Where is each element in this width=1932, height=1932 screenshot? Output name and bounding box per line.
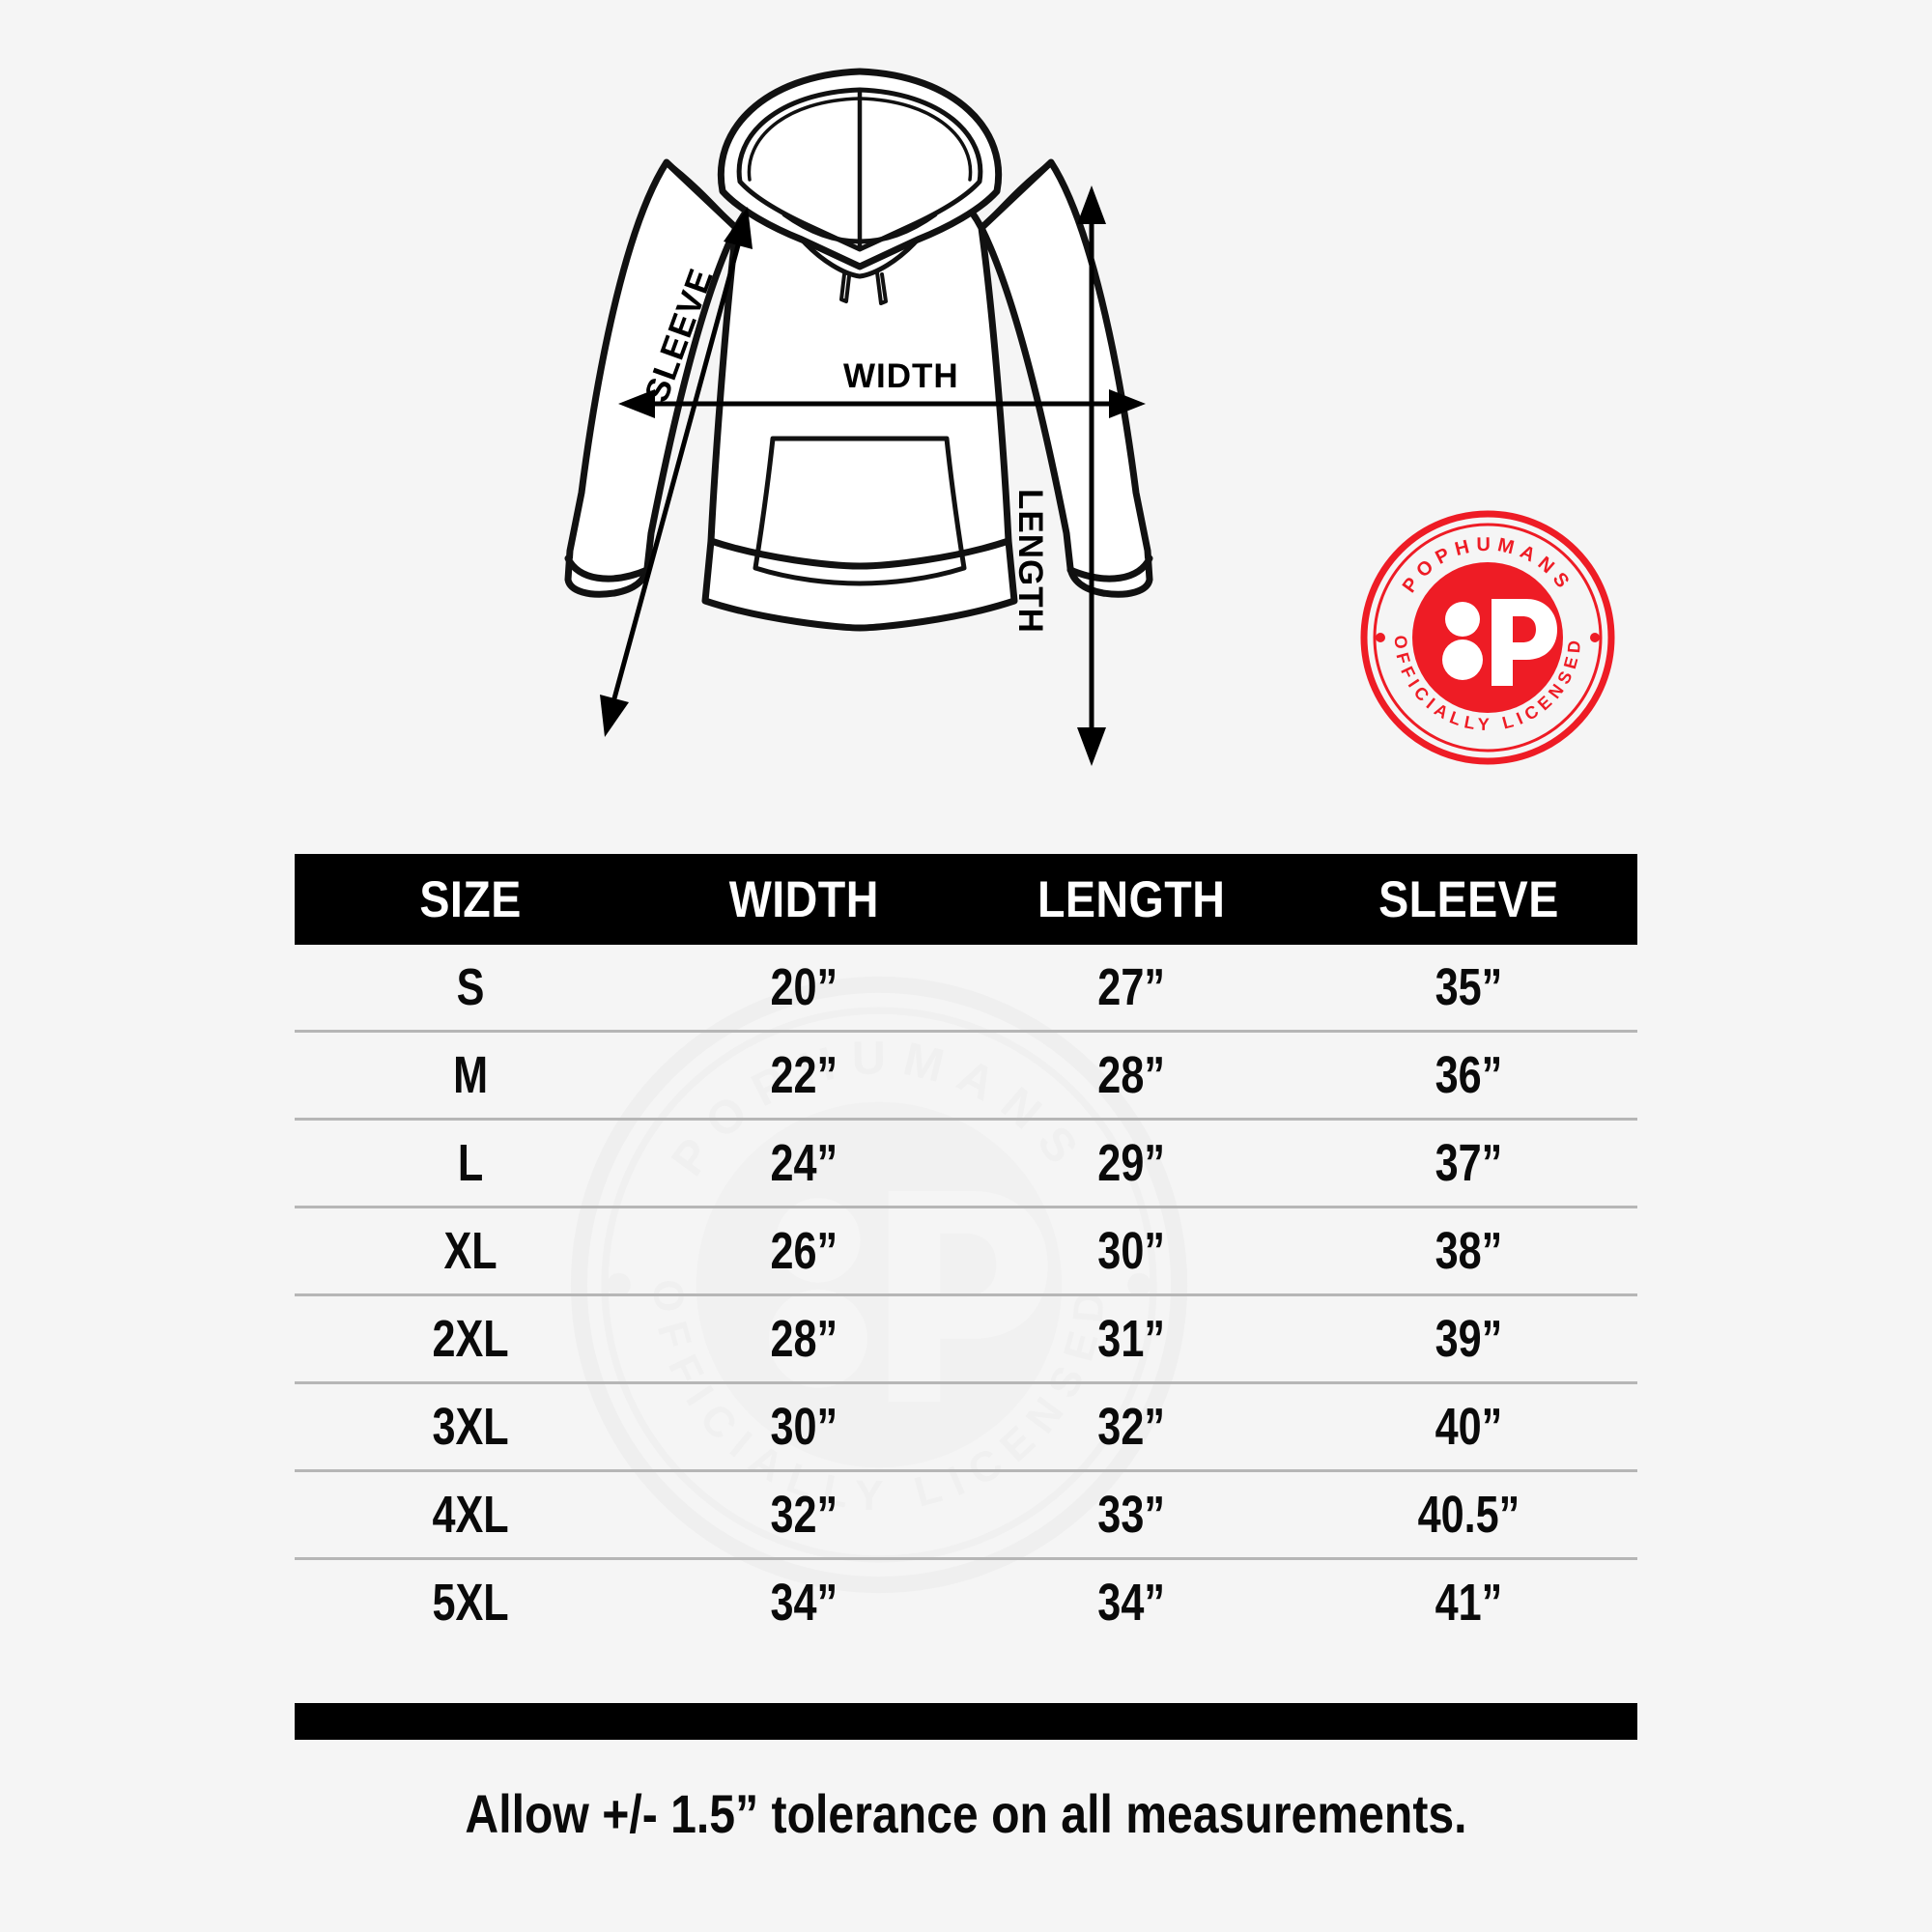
cell-size: 5XL <box>432 1574 509 1632</box>
cell-width: 22” <box>770 1046 838 1104</box>
table-body: S 20” 27” 35” M 22” 28” 36” L 24” 29” 37” XL 26” 30” 38… <box>295 945 1637 1645</box>
column-header-width: WIDTH <box>728 870 880 928</box>
table-bottom-bar <box>295 1703 1637 1740</box>
cell-sleeve: 40.5” <box>1417 1486 1520 1544</box>
cell-size: S <box>456 958 485 1016</box>
cell-size: 3XL <box>432 1398 509 1456</box>
tolerance-note: Allow +/- 1.5” tolerance on all measurem… <box>0 1782 1932 1845</box>
cell-sleeve: 35” <box>1435 958 1503 1016</box>
column-header-length: LENGTH <box>1037 870 1226 928</box>
cell-width: 30” <box>770 1398 838 1456</box>
table-row: 3XL 30” 32” 40” <box>295 1384 1637 1472</box>
cell-length: 30” <box>1097 1222 1165 1280</box>
cell-size: M <box>453 1046 489 1104</box>
cell-sleeve: 36” <box>1435 1046 1503 1104</box>
cell-length: 27” <box>1097 958 1165 1016</box>
table-row: M 22” 28” 36” <box>295 1033 1637 1121</box>
cell-sleeve: 41” <box>1435 1574 1503 1632</box>
table-row: 4XL 32” 33” 40.5” <box>295 1472 1637 1560</box>
cell-sleeve: 40” <box>1435 1398 1503 1456</box>
column-header-sleeve: SLEEVE <box>1378 870 1559 928</box>
cell-length: 28” <box>1097 1046 1165 1104</box>
cell-width: 34” <box>770 1574 838 1632</box>
pophumans-badge: POPHUMANS OFFICIALLY LICENSED <box>1356 506 1619 769</box>
table-row: 5XL 34” 34” 41” <box>295 1560 1637 1645</box>
size-chart-table: SIZE WIDTH LENGTH SLEEVE S 20” 27” 35” M 22” 2… <box>295 854 1637 1645</box>
cell-sleeve: 38” <box>1435 1222 1503 1280</box>
cell-length: 34” <box>1097 1574 1165 1632</box>
column-header-size: SIZE <box>419 870 522 928</box>
cell-width: 32” <box>770 1486 838 1544</box>
cell-length: 31” <box>1097 1310 1165 1368</box>
table-row: XL 26” 30” 38” <box>295 1208 1637 1296</box>
cell-size: 2XL <box>432 1310 509 1368</box>
cell-length: 29” <box>1097 1134 1165 1192</box>
cell-sleeve: 39” <box>1435 1310 1503 1368</box>
cell-length: 33” <box>1097 1486 1165 1544</box>
cell-width: 24” <box>770 1134 838 1192</box>
width-label: WIDTH <box>843 357 959 395</box>
tolerance-note-text: Allow +/- 1.5” tolerance on all measurem… <box>465 1783 1467 1844</box>
table-header-row: SIZE WIDTH LENGTH SLEEVE <box>295 854 1637 945</box>
length-label: LENGTH <box>1011 489 1049 634</box>
cell-sleeve: 37” <box>1435 1134 1503 1192</box>
cell-length: 32” <box>1097 1398 1165 1456</box>
cell-width: 26” <box>770 1222 838 1280</box>
table-row: 2XL 28” 31” 39” <box>295 1296 1637 1384</box>
hoodie-illustration <box>522 39 1198 638</box>
cell-size: L <box>457 1134 484 1192</box>
cell-size: XL <box>443 1222 497 1280</box>
table-row: S 20” 27” 35” <box>295 945 1637 1033</box>
cell-width: 28” <box>770 1310 838 1368</box>
table-row: L 24” 29” 37” <box>295 1121 1637 1208</box>
cell-size: 4XL <box>432 1486 509 1544</box>
cell-width: 20” <box>770 958 838 1016</box>
